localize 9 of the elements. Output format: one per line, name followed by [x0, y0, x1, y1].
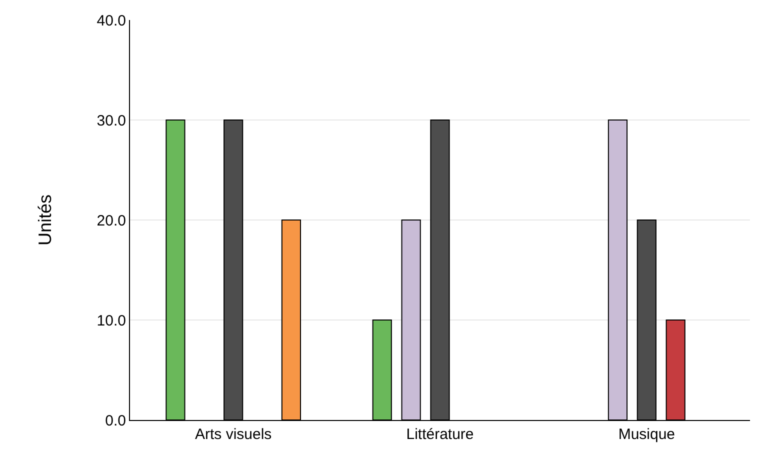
y-tick-label: 20.0 [96, 212, 126, 230]
y-tick-label: 40.0 [96, 12, 126, 30]
y-tick-label: 10.0 [96, 312, 126, 330]
x-tick-label: Musique [618, 426, 676, 443]
x-tick-label: Littérature [406, 426, 474, 443]
y-tick-label: 0.0 [105, 412, 126, 430]
x-tick-label: Arts visuels [194, 426, 272, 443]
y-tick-label: 30.0 [96, 112, 126, 130]
y-axis-title: Unités [34, 194, 55, 246]
